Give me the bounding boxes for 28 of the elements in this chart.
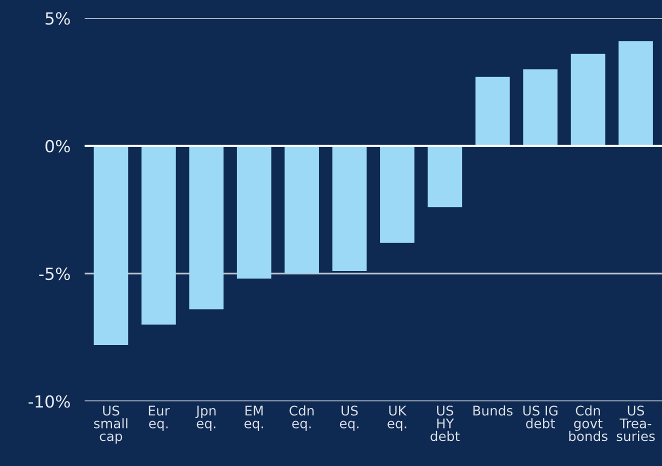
x-tick-label: Eur eq. (148, 406, 170, 431)
y-tick-label: 0% (46, 140, 70, 152)
bar (94, 146, 128, 346)
x-tick-label: Bunds (473, 405, 513, 416)
bar (332, 146, 367, 271)
bar (284, 146, 319, 274)
bar (570, 54, 606, 146)
bar (236, 146, 272, 279)
x-tick-label: EM eq. (244, 406, 264, 431)
y-tick-label: -5% (39, 268, 70, 280)
bar (618, 41, 653, 146)
x-tick-label: US Trea- suries (616, 406, 655, 442)
bar (142, 146, 176, 325)
x-tick-label: UK eq. (388, 406, 407, 431)
bar (380, 146, 414, 243)
x-tick-label: Jpn eq. (195, 406, 216, 431)
x-tick-label: US eq. (340, 406, 358, 431)
x-tick-label: Cdn eq. (290, 405, 314, 431)
bar (189, 146, 224, 310)
x-tick-label: US IG debt (523, 406, 558, 428)
bar (475, 76, 510, 146)
bar (523, 69, 558, 146)
x-tick-label: US HY debt (430, 406, 460, 442)
x-tick-label: US small cap (94, 406, 128, 444)
bar (428, 146, 462, 208)
y-tick-label: 5% (46, 12, 70, 25)
x-tick-label: Cdn govt bonds (569, 405, 608, 442)
y-tick-label: -10% (28, 395, 70, 408)
